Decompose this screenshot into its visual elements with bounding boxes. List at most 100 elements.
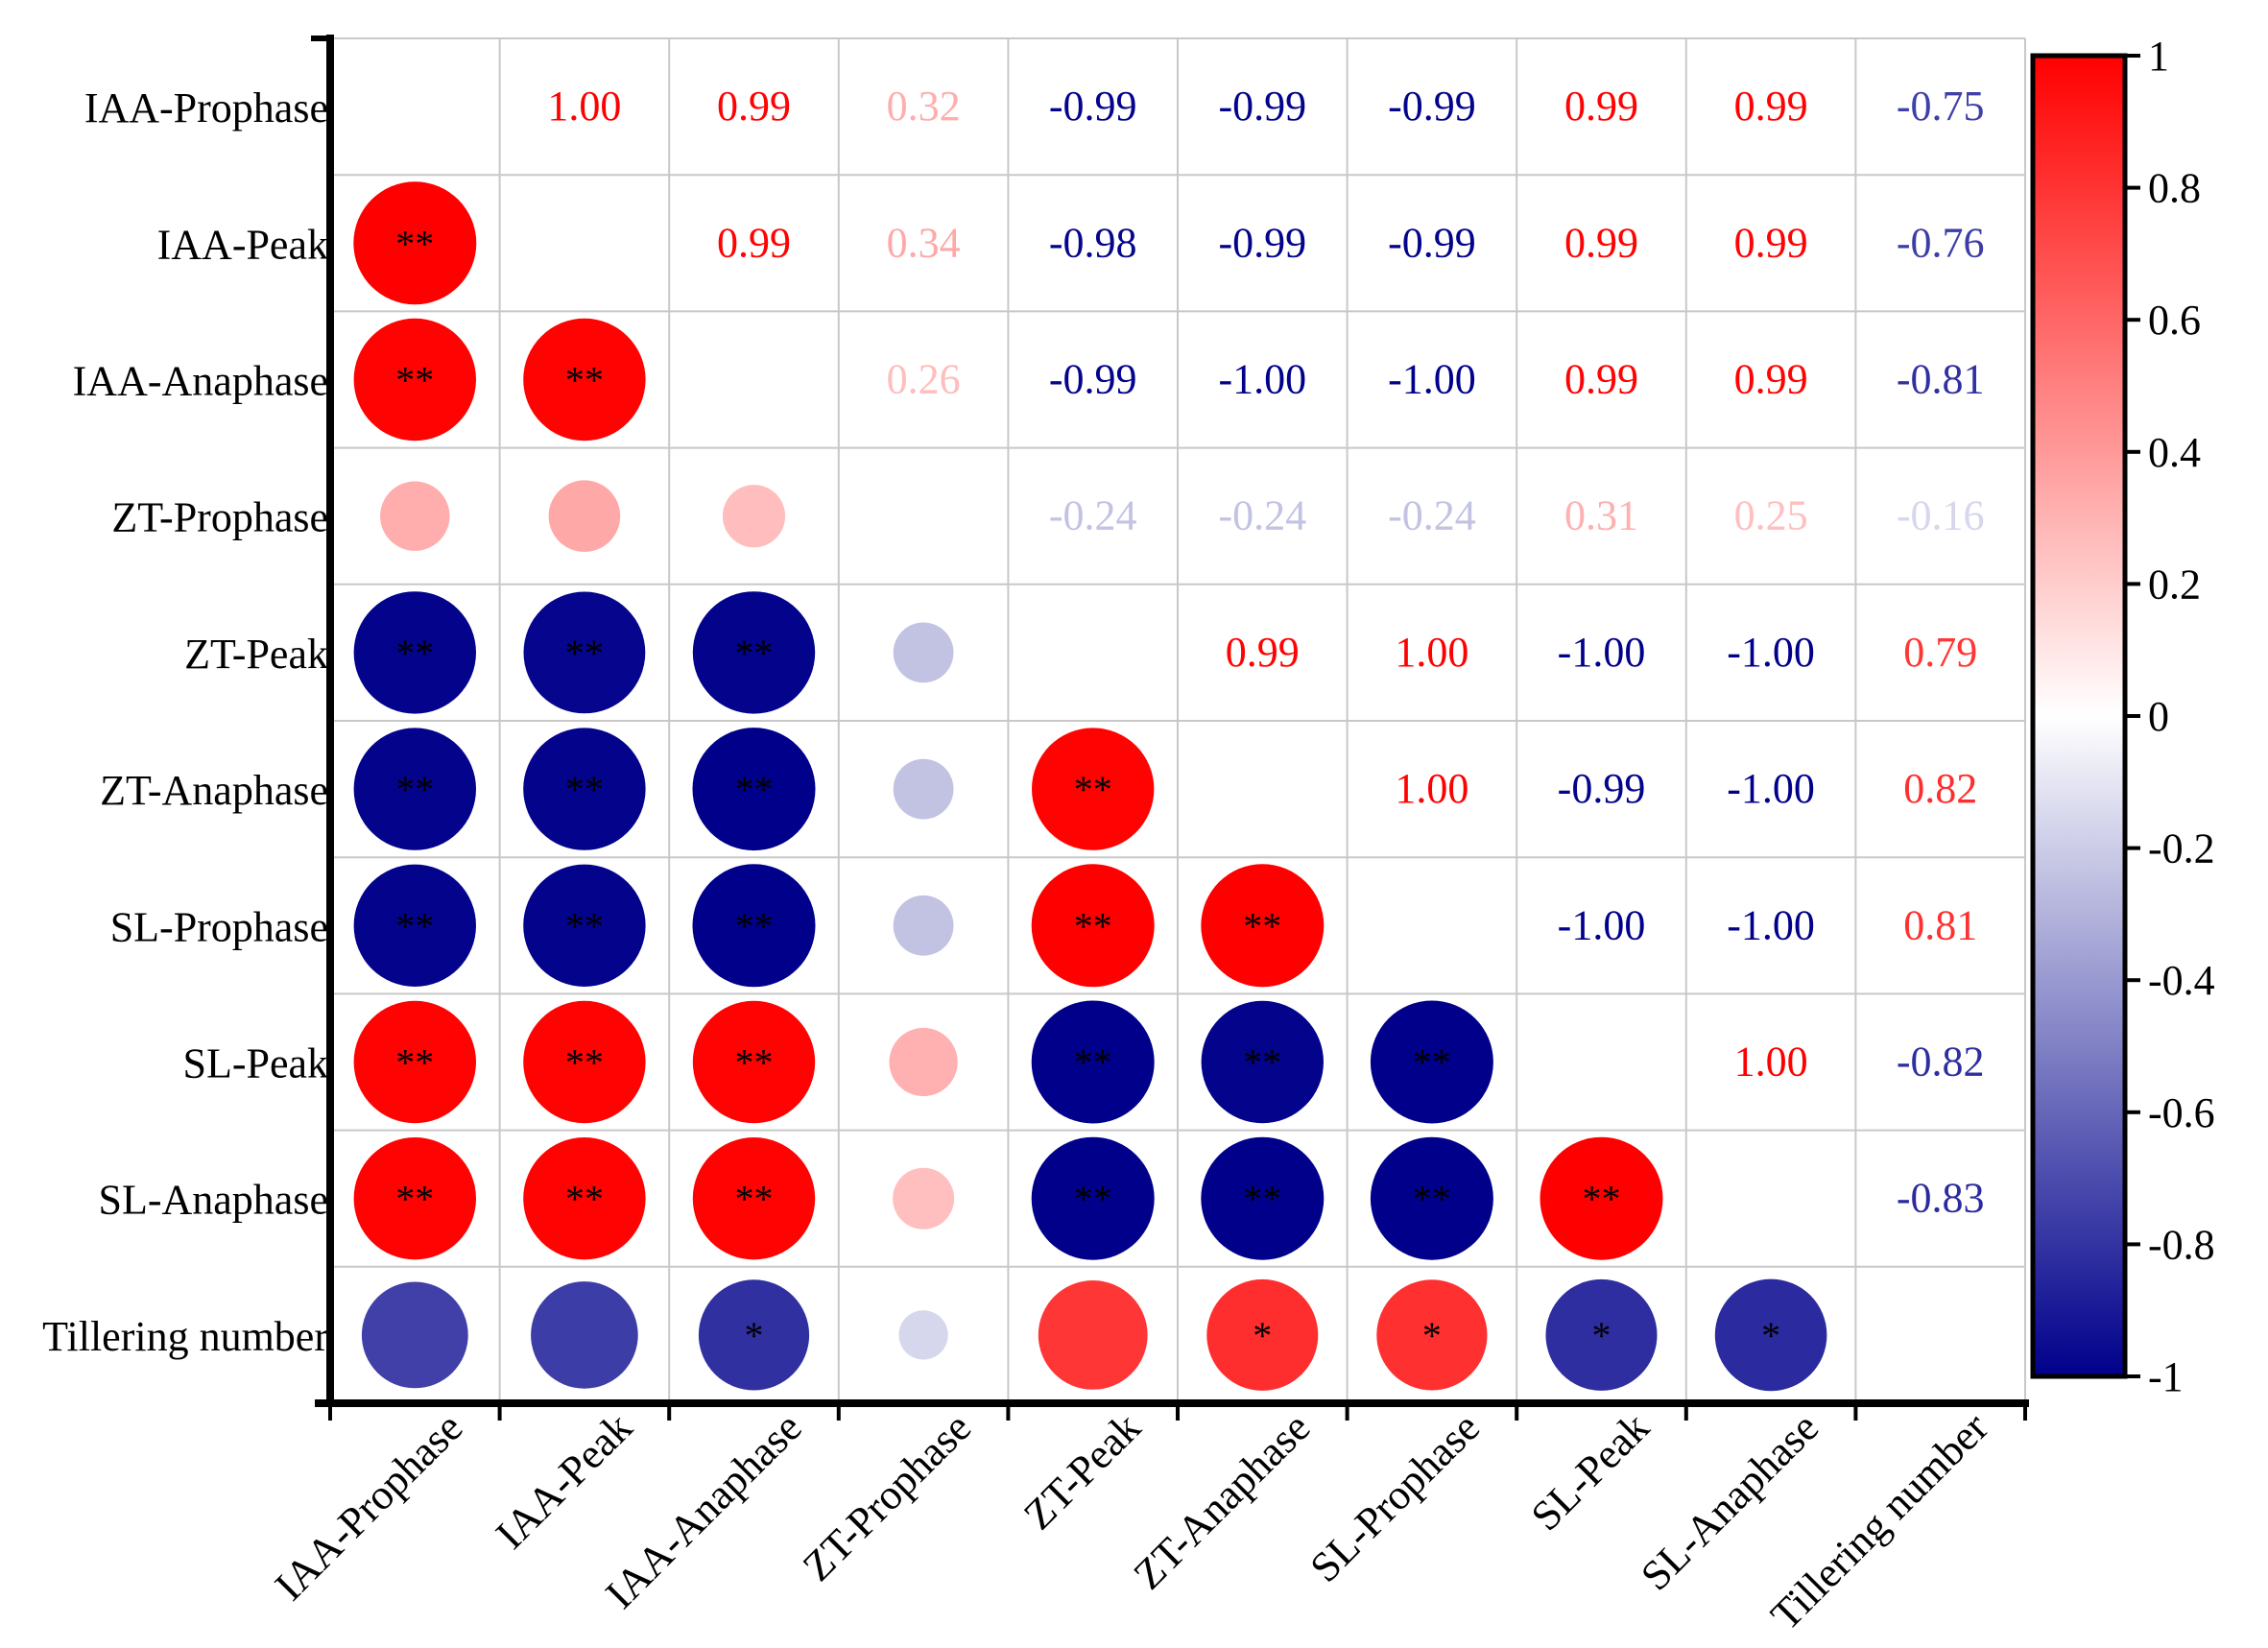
row-label: IAA-Anaphase [73,358,328,405]
correlation-value: -0.99 [1558,765,1646,812]
row-label: ZT-Prophase [111,494,328,541]
significance-star: ** [735,632,774,675]
correlation-circle [893,758,954,820]
correlation-value: 1.00 [1395,765,1468,812]
row-label: SL-Prophase [110,903,328,950]
correlation-value: -0.24 [1218,492,1306,539]
correlation-circle [523,318,646,442]
significance-star: ** [395,222,434,265]
grid-lines [330,38,2025,1403]
correlation-value: 0.99 [1734,83,1808,130]
correlation-value: -0.83 [1897,1175,1985,1222]
colorbar-tick-label: 1 [2148,33,2169,80]
correlation-circle [523,728,646,850]
correlation-circle [353,728,476,850]
correlation-circle [1201,864,1325,988]
correlation-circle [692,1137,816,1260]
colorbar-tick-label: -0.4 [2148,957,2215,1004]
significance-star: ** [395,1178,434,1221]
correlation-circle [1201,1136,1325,1260]
correlation-circle [353,318,476,442]
significance-star: ** [735,1178,774,1221]
correlation-value: -0.81 [1897,356,1985,403]
significance-star: * [1253,1314,1272,1357]
correlation-value: 0.32 [887,83,961,130]
correlation-circle [1370,1000,1493,1124]
correlation-circle [1201,1000,1325,1124]
correlation-circle [353,864,476,987]
correlation-value: 0.99 [1564,219,1638,266]
significance-star: ** [1074,1041,1112,1085]
correlation-circle [523,864,646,987]
correlation-circle [1376,1279,1488,1391]
correlation-value: 0.99 [1226,629,1300,676]
correlation-value: 0.99 [1564,356,1638,403]
correlation-circle [1031,1136,1155,1260]
correlation-circle [1714,1278,1827,1392]
correlation-value: -0.24 [1388,492,1476,539]
correlation-circle [692,728,816,851]
colorbar-tick-label: 0.8 [2148,165,2201,212]
correlation-circle [361,1281,468,1389]
correlation-circle [353,1137,476,1260]
row-labels: IAA-Prophase IAA-Peak IAA-Anaphase ZT-Proph… [42,84,328,1360]
correlation-circle [548,480,621,552]
significance-star: ** [735,1041,774,1085]
correlation-value: -1.00 [1558,901,1646,948]
correlation-circle [1206,1278,1319,1391]
plot-frame [311,35,2029,1421]
row-label: ZT-Peak [184,631,328,678]
significance-star: ** [395,359,434,402]
correlation-value: 0.99 [1734,356,1808,403]
colorbar-tick-label: 0.6 [2148,297,2201,344]
significance-stars: **** **** ** **** ** ** **** ** ** ** **** ** ** ** **… [395,222,1780,1357]
correlation-circle [1370,1136,1493,1260]
correlation-value: -0.99 [1388,83,1476,130]
row-label: IAA-Prophase [84,84,328,131]
correlation-value: 1.00 [547,83,621,130]
correlation-circle [523,1000,646,1124]
correlation-value: -0.99 [1049,83,1137,130]
significance-star: ** [1243,1041,1281,1085]
significance-star: ** [395,768,434,811]
correlation-circle [692,591,816,714]
correlation-value: -0.99 [1049,356,1137,403]
correlation-circle [1031,864,1155,988]
correlation-circle [893,895,954,956]
significance-star: ** [1243,1178,1281,1221]
significance-star: ** [565,632,604,675]
significance-star: ** [1243,904,1281,947]
significance-star: ** [1074,904,1112,947]
significance-star: ** [1583,1178,1621,1221]
row-label: Tillering number [42,1313,328,1360]
correlation-circle [692,864,816,988]
correlation-circle [1031,1000,1155,1124]
colorbar-scale [2030,53,2128,1379]
correlation-value: 0.99 [717,83,791,130]
correlation-circle [353,181,477,305]
significance-star: * [1761,1314,1780,1357]
correlation-circle [893,1167,955,1230]
significance-star: ** [395,904,434,947]
correlation-value: 0.79 [1903,629,1977,676]
colorbar-tick-label: 0 [2148,693,2169,740]
correlation-value: 0.99 [717,219,791,266]
colorbar-tick-label: 0.4 [2148,429,2201,476]
correlation-value: -1.00 [1218,356,1306,403]
colorbar-tick-label: -0.8 [2148,1221,2215,1268]
correlation-value: 0.82 [1903,765,1977,812]
correlation-value: -1.00 [1388,356,1476,403]
correlation-value: -1.00 [1727,901,1815,948]
correlation-value: 0.99 [1734,219,1808,266]
colorbar: 1 0.8 0.6 0.4 0.2 0 -0.2 -0.4 -0.6 -0.8 -1 [2030,33,2215,1400]
correlation-value: -0.99 [1218,219,1306,266]
significance-star: ** [1074,768,1112,811]
correlation-value: 0.34 [887,219,961,266]
significance-star: * [1422,1314,1442,1357]
row-label: IAA-Peak [157,221,328,268]
significance-star: ** [565,904,604,947]
correlation-value: 0.25 [1734,492,1808,539]
lower-triangle-circles [353,181,1827,1392]
row-label: SL-Peak [182,1040,328,1087]
correlation-value: 1.00 [1395,629,1468,676]
